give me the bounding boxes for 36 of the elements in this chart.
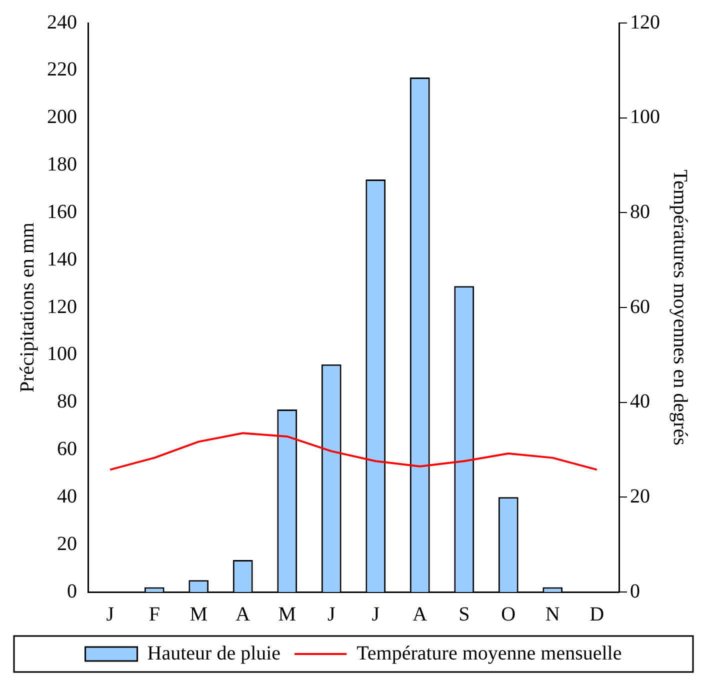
y-tick-label: 180 [47, 154, 77, 176]
x-tick-label: J [372, 603, 380, 626]
legend-label: Température moyenne mensuelle [356, 642, 622, 664]
x-tick-label: M [278, 603, 296, 626]
y-tick-label: 160 [47, 200, 77, 223]
y2-tick-label: 40 [630, 390, 650, 413]
y2-axis-title: Températures moyennes en degrés [668, 170, 691, 446]
y-tick-label: 220 [47, 58, 77, 81]
y-axis-title: Précipitations en mm [16, 222, 38, 392]
x-tick-label: O [501, 603, 516, 626]
x-tick-label: A [412, 603, 428, 626]
y2-tick-label: 0 [630, 580, 640, 602]
x-tick-label: S [458, 603, 470, 626]
y-tick-label: 60 [57, 438, 77, 460]
y2-tick-label: 60 [630, 296, 650, 318]
y-tick-label: 80 [57, 390, 77, 413]
y-tick-label: 100 [47, 343, 77, 366]
y-tick-label: 200 [47, 106, 77, 128]
x-tick-label: F [148, 603, 160, 626]
y-tick-label: 120 [47, 296, 77, 318]
x-tick-label: D [590, 603, 604, 626]
y-tick-label: 240 [47, 11, 77, 34]
x-tick-label: J [327, 603, 336, 626]
x-tick-label: J [106, 603, 114, 626]
y2-tick-label: 100 [630, 106, 660, 128]
y-tick-label: 140 [47, 248, 77, 270]
y-tick-label: 0 [67, 580, 77, 602]
y2-tick-label: 20 [630, 485, 650, 508]
x-tick-label: A [236, 603, 251, 626]
x-tick-label: M [190, 603, 208, 626]
y-tick-label: 40 [57, 485, 77, 508]
x-tick-label: N [545, 603, 560, 626]
legend-label: Hauteur de pluie [147, 642, 281, 664]
y2-tick-label: 80 [630, 200, 650, 223]
y2-tick-label: 120 [630, 11, 660, 34]
y-tick-label: 20 [57, 532, 77, 555]
